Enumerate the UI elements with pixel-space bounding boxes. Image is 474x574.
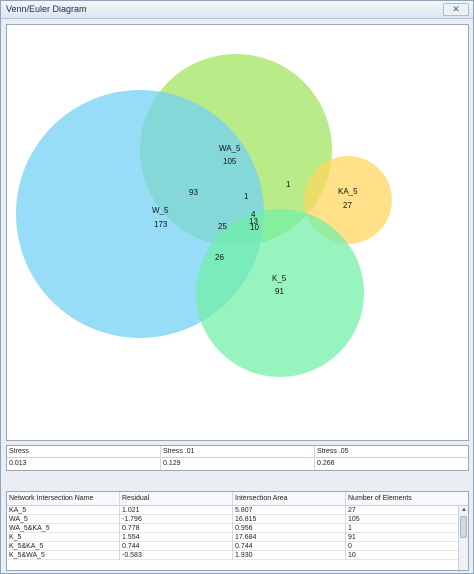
set-count-k5: 91 <box>275 287 284 296</box>
stress-header-row: Stress Stress .01 Stress .05 <box>7 446 468 458</box>
cell-residual: 1.021 <box>120 506 233 515</box>
table-separator <box>6 473 469 489</box>
col-header-name[interactable]: Network Intersection Name <box>7 492 120 506</box>
region-count-center: 1 <box>244 192 249 201</box>
close-button[interactable]: ✕ <box>443 3 469 16</box>
cell-residual: 1.554 <box>120 533 233 542</box>
cell-residual: -1.796 <box>120 515 233 524</box>
cell-name: K_5 <box>7 533 120 542</box>
intersection-header-row: Network Intersection Name Residual Inter… <box>7 492 468 506</box>
cell-elements: 27 <box>348 507 356 514</box>
table-row[interactable]: K_5&WA_5 -0.583 1.930 10 <box>7 551 459 560</box>
set-label-wa5: WA_5 <box>219 144 241 153</box>
circle-ka5 <box>304 156 392 244</box>
stress-header[interactable]: Stress <box>7 446 161 458</box>
cell-elements: 0 <box>348 543 352 550</box>
col-header-area[interactable]: Intersection Area <box>233 492 346 506</box>
region-count-wa5-ka5: 1 <box>286 180 291 189</box>
region-count-c: 25 <box>218 222 227 231</box>
cell-residual: -0.583 <box>120 551 233 560</box>
stress-01-value: 0.129 <box>161 458 315 470</box>
title-bar[interactable]: Venn/Euler Diagram ✕ <box>1 1 473 19</box>
cell-name: K_5&WA_5 <box>7 551 120 560</box>
region-count-w5-k5: 26 <box>215 253 224 262</box>
venn-diagram-canvas: WA_5 105 W_5 173 KA_5 27 K_5 91 93 1 1 4… <box>6 24 469 441</box>
scroll-thumb[interactable] <box>460 516 467 538</box>
region-count-b: 13 <box>249 217 258 226</box>
stress-01-header[interactable]: Stress .01 <box>161 446 315 458</box>
set-label-ka5: KA_5 <box>338 187 358 196</box>
cell-area: 16.815 <box>233 515 346 524</box>
window-title: Venn/Euler Diagram <box>6 4 87 14</box>
cell-name: WA_5&KA_5 <box>7 524 120 533</box>
table-row[interactable]: K_5 1.554 17.684 91 <box>7 533 459 542</box>
circle-k5 <box>196 209 364 377</box>
cell-elements: 91 <box>348 534 356 541</box>
region-count-a: 4 <box>251 210 256 219</box>
cell-name: K_5&KA_5 <box>7 542 120 551</box>
region-count-w5-wa5: 93 <box>189 188 198 197</box>
col-header-residual[interactable]: Residual <box>120 492 233 506</box>
set-count-w5: 173 <box>154 220 168 229</box>
cell-residual: 0.778 <box>120 524 233 533</box>
intersection-table: Network Intersection Name Residual Inter… <box>6 491 469 571</box>
cell-elements: 10 <box>348 552 356 559</box>
cell-area: 1.930 <box>233 551 346 560</box>
table-row[interactable]: WA_5&KA_5 0.778 0.956 1 <box>7 524 459 533</box>
set-count-wa5: 105 <box>223 157 237 166</box>
vertical-scrollbar[interactable]: ▲ <box>458 506 468 570</box>
cell-area: 0.744 <box>233 542 346 551</box>
cell-name: WA_5 <box>7 515 120 524</box>
cell-name: KA_5 <box>7 506 120 515</box>
col-header-elements[interactable]: Number of Elements <box>348 495 412 502</box>
table-row[interactable]: K_5&KA_5 0.744 0.744 0 <box>7 542 459 551</box>
cell-elements: 105 <box>348 516 360 523</box>
stress-value-row[interactable]: 0.013 0.129 0.266 <box>7 458 468 470</box>
stress-value: 0.013 <box>7 458 161 470</box>
stress-table: Stress Stress .01 Stress .05 0.013 0.129… <box>6 445 469 471</box>
table-row[interactable]: KA_5 1.021 5.807 27 <box>7 506 459 515</box>
cell-area: 17.684 <box>233 533 346 542</box>
table-row[interactable]: WA_5 -1.796 16.815 105 <box>7 515 459 524</box>
set-count-ka5: 27 <box>343 201 352 210</box>
stress-05-header[interactable]: Stress .05 <box>317 448 349 455</box>
region-count-d: 10 <box>250 223 259 232</box>
set-label-k5: K_5 <box>272 274 287 283</box>
cell-area: 0.956 <box>233 524 346 533</box>
scroll-up-icon[interactable]: ▲ <box>461 507 467 513</box>
stress-05-value: 0.266 <box>317 460 335 467</box>
cell-residual: 0.744 <box>120 542 233 551</box>
intersection-table-body: KA_5 1.021 5.807 27 WA_5 -1.796 16.815 105 WA_5&… <box>7 506 459 560</box>
set-label-w5: W_5 <box>152 206 169 215</box>
venn-diagram-svg <box>16 54 392 377</box>
cell-elements: 1 <box>348 525 352 532</box>
cell-area: 5.807 <box>233 506 346 515</box>
